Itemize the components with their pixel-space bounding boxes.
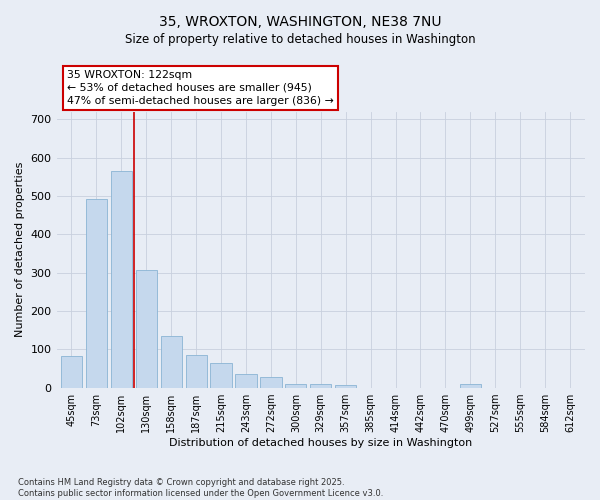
Bar (285, 384, 307, 388)
X-axis label: Distribution of detached houses by size in Washington: Distribution of detached houses by size … (169, 438, 472, 448)
Bar (111, 171, 132, 388)
Y-axis label: Number of detached properties: Number of detached properties (15, 162, 25, 338)
Bar (86, 198, 107, 388)
Bar (161, 336, 182, 388)
Bar (235, 374, 257, 388)
Bar (211, 362, 232, 388)
Text: Size of property relative to detached houses in Washington: Size of property relative to detached ho… (125, 32, 475, 46)
Text: 35 WROXTON: 122sqm
← 53% of detached houses are smaller (945)
47% of semi-detach: 35 WROXTON: 122sqm ← 53% of detached hou… (67, 70, 334, 106)
Bar (260, 377, 281, 388)
Bar (136, 270, 157, 388)
Bar (460, 384, 481, 388)
Text: 35, WROXTON, WASHINGTON, NE38 7NU: 35, WROXTON, WASHINGTON, NE38 7NU (159, 15, 441, 29)
Bar (61, 356, 82, 388)
Bar (310, 384, 331, 388)
Text: Contains HM Land Registry data © Crown copyright and database right 2025.
Contai: Contains HM Land Registry data © Crown c… (18, 478, 383, 498)
Bar (335, 386, 356, 388)
Bar (185, 355, 207, 388)
